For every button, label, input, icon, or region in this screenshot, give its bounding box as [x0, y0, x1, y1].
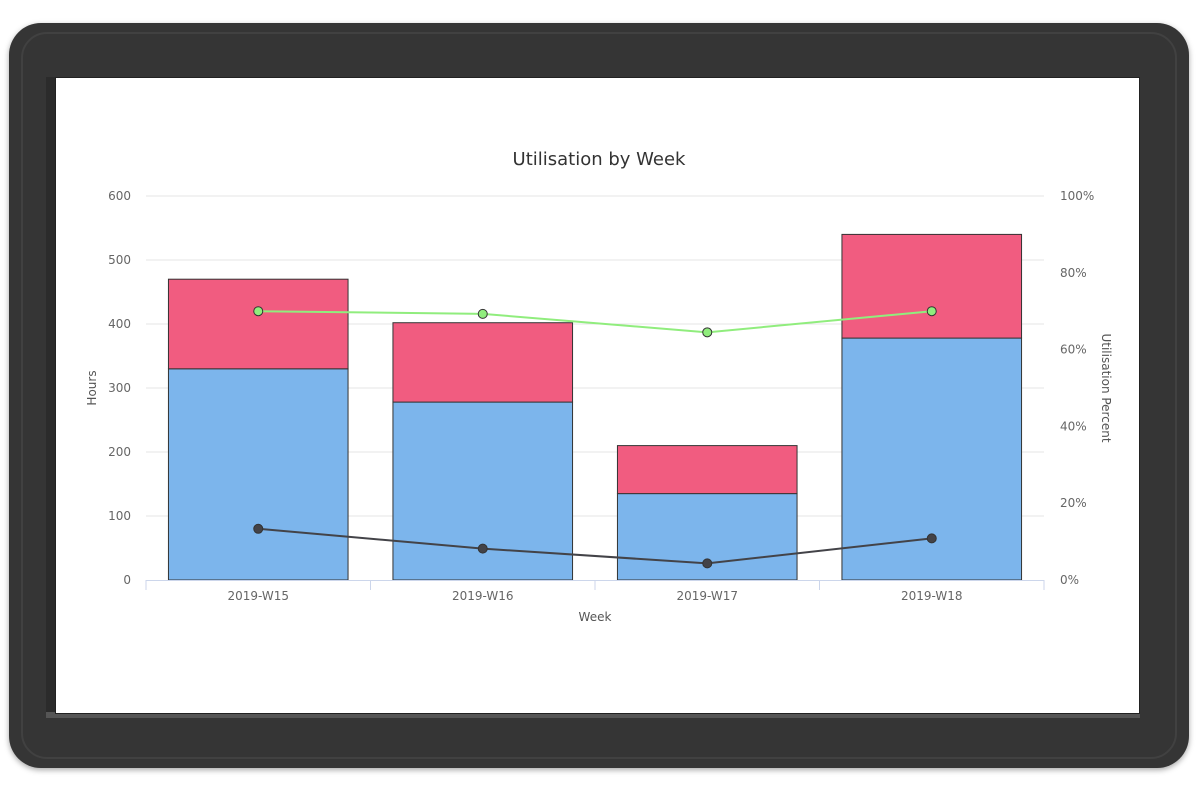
- series-point: [253, 523, 264, 534]
- bar-segment: [167, 278, 349, 370]
- bar-segment: [841, 233, 1023, 339]
- bar-segment: [392, 322, 574, 403]
- y-tick-label: 500: [108, 253, 131, 267]
- y-tick-label: 0: [123, 573, 131, 587]
- screen-edge: [46, 77, 55, 717]
- y-tick-label: 600: [108, 189, 131, 203]
- series-line: [258, 310, 932, 334]
- y2-axis-title: Utilisation Percent: [1099, 333, 1113, 442]
- y2-tick-label: 20%: [1060, 496, 1087, 510]
- line-series: [253, 306, 937, 569]
- series-point: [477, 543, 488, 554]
- screen-bottom-edge: [46, 712, 1140, 718]
- series-point: [926, 533, 937, 544]
- series-point: [702, 327, 713, 338]
- y-tick-label: 400: [108, 317, 131, 331]
- x-axis-title: Week: [579, 610, 612, 624]
- series-point: [253, 306, 264, 317]
- y2-tick-label: 60%: [1060, 343, 1087, 357]
- bar-series: [167, 233, 1023, 581]
- x-tick-label: 2019-W16: [452, 589, 514, 603]
- x-tick-label: 2019-W15: [227, 589, 289, 603]
- y2-tick-label: 40%: [1060, 419, 1087, 433]
- y-tick-label: 300: [108, 381, 131, 395]
- y-tick-label: 100: [108, 509, 131, 523]
- y-axis-title: Hours: [85, 370, 99, 405]
- bar-segment: [841, 337, 1023, 581]
- x-tick-label: 2019-W18: [901, 589, 963, 603]
- y2-tick-label: 0%: [1060, 573, 1079, 587]
- series-point: [702, 558, 713, 569]
- device-rim: [21, 32, 1177, 759]
- bar-segment: [167, 368, 349, 581]
- y-tick-label: 200: [108, 445, 131, 459]
- series-point: [926, 306, 937, 317]
- bar-segment: [616, 445, 798, 495]
- y2-tick-label: 100%: [1060, 189, 1094, 203]
- axes: 0 100 200 300 400 500 600 0% 20% 40% 60% 80% 100% 201…: [108, 189, 1094, 603]
- chart-title: Utilisation by Week: [513, 149, 687, 170]
- y2-tick-label: 80%: [1060, 266, 1087, 280]
- x-tick-label: 2019-W17: [676, 589, 738, 603]
- series-point: [477, 308, 488, 319]
- series-line: [258, 527, 932, 565]
